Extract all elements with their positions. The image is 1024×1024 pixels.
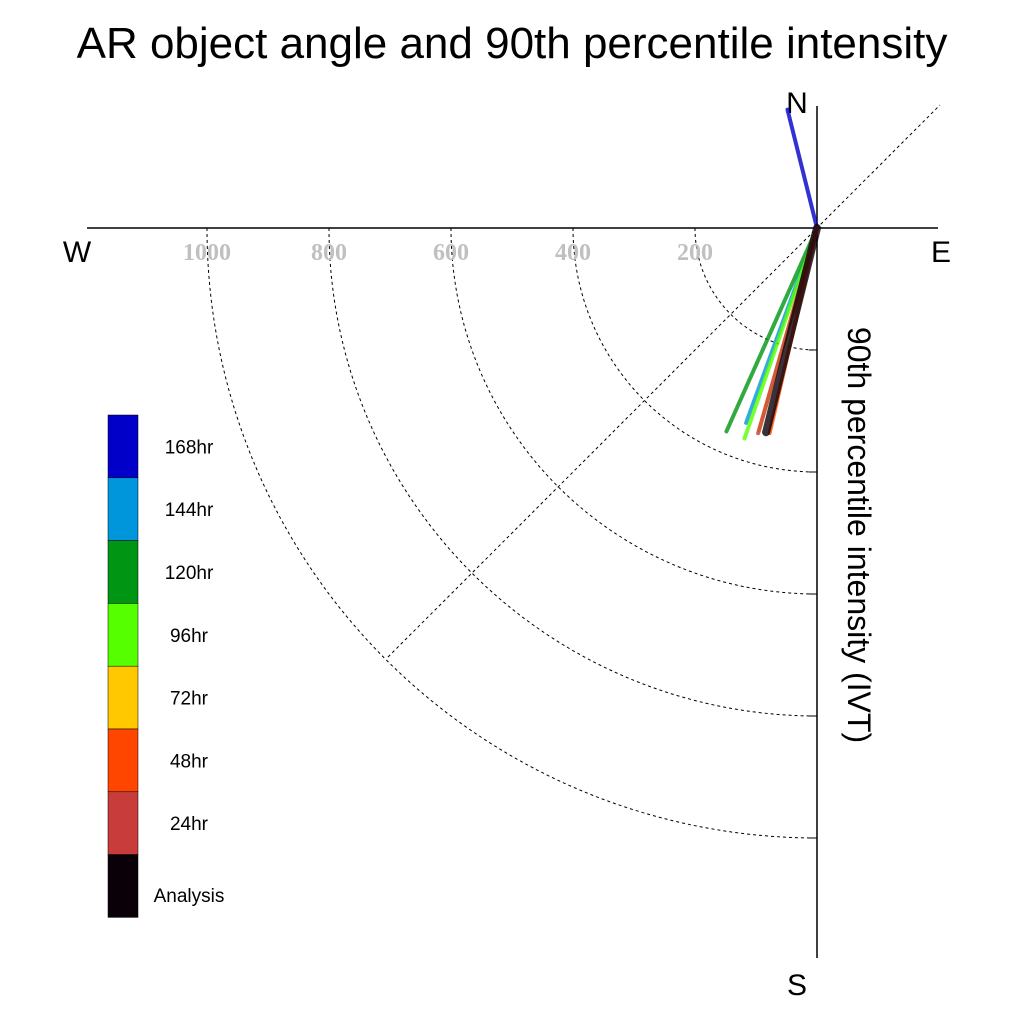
legend-label: 72hr [170,689,209,710]
legend-swatch-120hr [107,540,139,604]
legend-swatch-48hr [107,728,139,793]
legend-label: 48hr [170,751,209,772]
diagonal-guide [387,104,941,658]
radial-tick-label: 200 [677,240,713,266]
axes [87,104,941,958]
radial-tick-label: 800 [311,240,347,266]
legend-label: Analysis [154,886,225,907]
legend-label: 144hr [165,500,214,521]
radial-tick-label: 600 [433,240,469,266]
radial-ring [328,227,818,717]
legend-swatch-144hr [107,477,139,541]
legend-label: 168hr [165,437,214,458]
legend: 168hr 144hr 120hr 96hr 72hr 48hr 24hr Analysis [107,414,225,918]
compass-east: E [931,236,951,269]
series-line-120hr [724,226,819,434]
compass-south: S [787,969,807,1002]
radial-ring [694,227,818,351]
chart-title: AR object angle and 90th percentile inte… [77,19,948,68]
legend-label: 120hr [165,563,214,584]
legend-swatch-96hr [107,603,139,667]
radial-ticks: 200 400 600 800 1000 [183,240,817,839]
legend-label: 96hr [170,626,209,647]
legend-swatch-168hr [107,414,139,479]
radial-rings [206,227,818,839]
radial-ring [572,227,818,473]
y-axis-label: 90th percentile intensity (IVT) [841,327,877,743]
compass-west: W [63,236,92,269]
legend-swatch-72hr [107,665,139,730]
compass-north: N [786,87,808,120]
legend-swatch-analysis [107,854,139,918]
series-line-analysis [762,224,821,437]
series-line-168hr [785,107,819,230]
legend-swatch-24hr [107,791,139,855]
radial-tick-label: 400 [555,240,591,266]
radial-ring [206,227,818,839]
legend-label: 24hr [170,814,209,835]
radial-tick-label: 1000 [183,240,231,266]
radial-ring [450,227,818,595]
series-lines [724,107,821,441]
